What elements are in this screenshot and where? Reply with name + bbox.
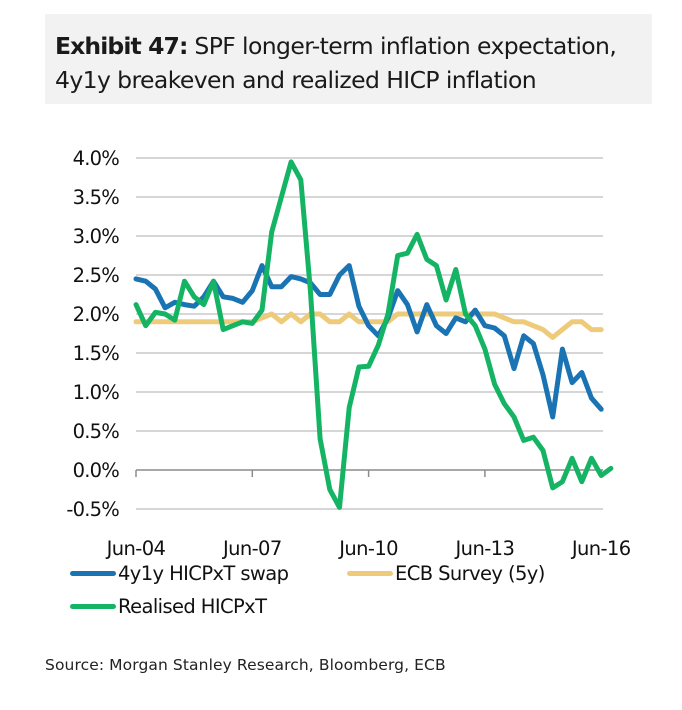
title-text-1: SPF longer-term inflation expectation, xyxy=(194,32,617,60)
series-lines xyxy=(133,159,614,510)
x-axis xyxy=(135,469,603,477)
y-tick-label: 2.5% xyxy=(73,264,120,287)
legend-swatch-swap xyxy=(70,571,116,576)
x-tick-label: Jun-10 xyxy=(337,537,398,560)
legend-item-survey: ECB Survey (5y) xyxy=(347,562,545,585)
y-tick-label: 3.0% xyxy=(73,225,120,248)
legend-swatch-survey xyxy=(347,571,393,576)
legend-label-realised: Realised HICPxT xyxy=(118,595,267,618)
y-tick-label: 0.0% xyxy=(73,459,120,482)
x-axis-tick-labels: Jun-04 Jun-07 Jun-10 Jun-13 Jun-16 xyxy=(105,537,632,560)
legend-item-realised: Realised HICPxT xyxy=(70,595,267,618)
line-realised-hicpxt xyxy=(133,159,614,510)
y-tick-label: 1.5% xyxy=(73,342,120,365)
title-box: Exhibit 47: SPF longer-term inflation ex… xyxy=(45,14,652,104)
exhibit-label: Exhibit 47: xyxy=(55,32,188,60)
line-4y1y-swap xyxy=(133,263,604,420)
y-tick-label: 0.5% xyxy=(73,420,120,443)
legend-item-swap: 4y1y HICPxT swap xyxy=(70,562,289,585)
legend-swatch-realised xyxy=(70,604,116,609)
title-line-2: 4y1y breakeven and realized HICP inflati… xyxy=(55,66,537,94)
x-tick-label: Jun-04 xyxy=(105,537,166,560)
legend-label-swap: 4y1y HICPxT swap xyxy=(118,562,289,585)
x-tick-label: Jun-16 xyxy=(570,537,631,560)
x-tick-label: Jun-07 xyxy=(221,537,282,560)
title-line-1: Exhibit 47: SPF longer-term inflation ex… xyxy=(55,32,617,60)
y-axis-ticks: 4.0% 3.5% 3.0% 2.5% 2.0% 1.5% 1.0% 0.5% 0.0% -0.5… xyxy=(66,147,120,521)
y-tick-label: 3.5% xyxy=(73,186,120,209)
y-tick-label: 2.0% xyxy=(73,303,120,326)
y-tick-label: -0.5% xyxy=(66,498,119,521)
legend-label-survey: ECB Survey (5y) xyxy=(395,562,545,585)
chart: 4.0% 3.5% 3.0% 2.5% 2.0% 1.5% 1.0% 0.5% 0.0% -0.5… xyxy=(66,147,632,560)
gridlines xyxy=(136,157,603,510)
y-tick-label: 1.0% xyxy=(73,381,120,404)
x-tick-label: Jun-13 xyxy=(454,537,515,560)
source-note: Source: Morgan Stanley Research, Bloombe… xyxy=(45,656,446,674)
y-tick-label: 4.0% xyxy=(73,147,120,170)
